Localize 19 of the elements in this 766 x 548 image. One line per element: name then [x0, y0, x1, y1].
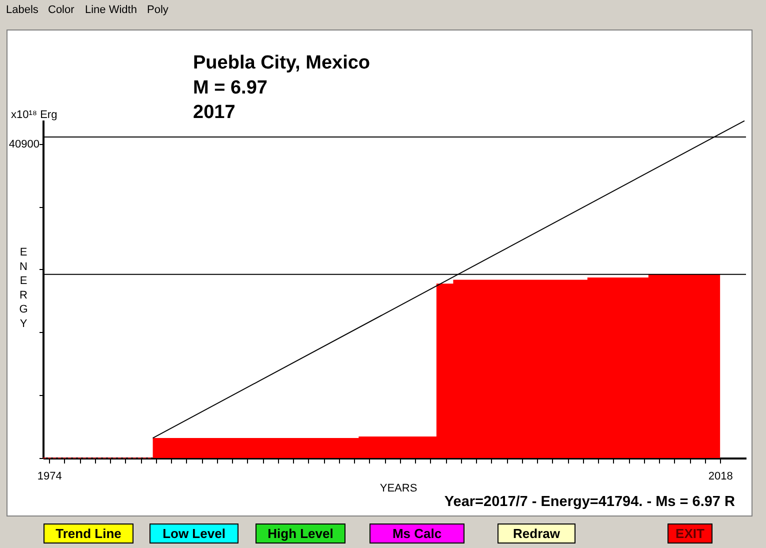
x-axis-title: YEARS — [380, 482, 418, 494]
chart-subtitle: M = 6.97 2017 — [193, 77, 268, 123]
text: Year=2017/7 - Energy=41794. - Ms = 6.97 R — [444, 494, 736, 510]
text: Trend Line — [56, 526, 122, 541]
annotation: x10¹⁸ Erg — [11, 109, 58, 121]
y-axis-title: ENERGY — [19, 246, 28, 330]
text: Ms Calc — [392, 526, 442, 541]
text: EXIT — [676, 526, 704, 541]
text: Low Level — [162, 526, 226, 541]
chart-title: Puebla City, Mexico — [193, 52, 370, 74]
text: Labels — [6, 4, 39, 16]
text: Poly — [147, 4, 169, 16]
text: High Level — [268, 526, 334, 541]
x-tick-label: 1974 — [37, 470, 62, 482]
y-tick-label: 40900 — [8, 138, 40, 150]
text: Line Width — [85, 4, 137, 16]
text: Redraw — [513, 526, 561, 541]
x-tick-label: 2018 — [708, 470, 733, 482]
text: Color — [48, 4, 75, 16]
